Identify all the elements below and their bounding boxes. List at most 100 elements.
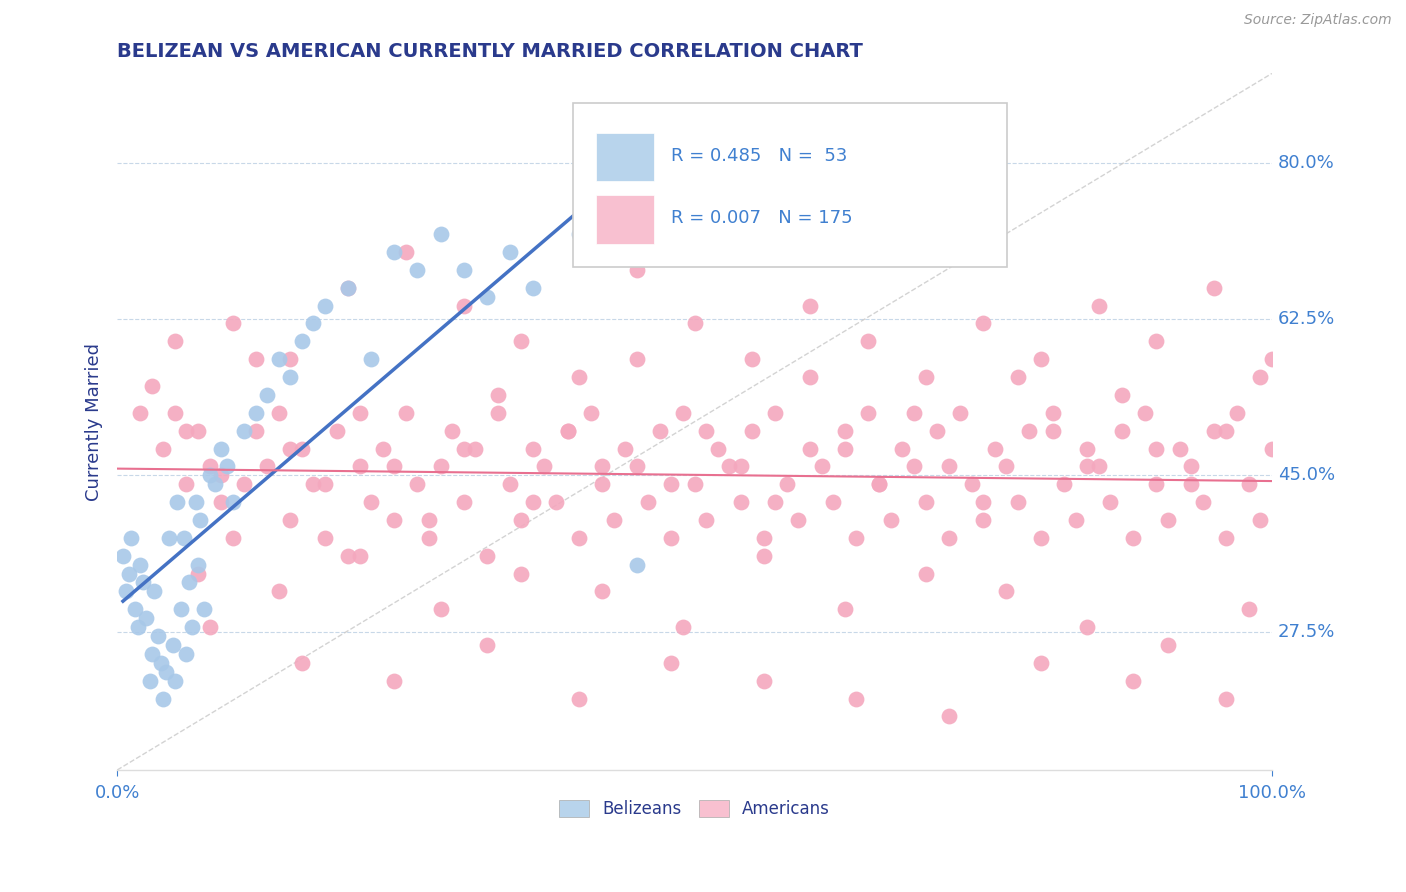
Point [568,227,591,242]
Point [418,513,440,527]
Point [188,513,211,527]
FancyBboxPatch shape [596,195,654,244]
Point [1087,459,1109,474]
Point [1204,424,1226,438]
FancyBboxPatch shape [596,133,654,181]
Point [475,638,498,652]
Point [752,531,775,545]
Point [938,459,960,474]
Point [1249,513,1271,527]
Point [349,459,371,474]
Point [111,549,134,563]
Point [441,424,464,438]
Point [499,245,522,260]
Point [1237,602,1260,616]
Text: 80.0%: 80.0% [1278,153,1334,172]
Point [1261,442,1284,456]
Point [1157,638,1180,652]
Point [150,656,173,670]
Point [138,673,160,688]
Text: 27.5%: 27.5% [1278,623,1336,640]
Point [834,442,856,456]
Point [162,638,184,652]
Point [695,513,717,527]
Point [579,406,602,420]
Point [143,584,166,599]
Point [166,495,188,509]
Point [648,424,671,438]
Point [475,549,498,563]
FancyBboxPatch shape [574,103,1008,267]
Point [706,442,728,456]
Point [1029,656,1052,670]
Point [1111,388,1133,402]
Point [120,531,142,545]
Point [155,665,177,679]
Point [557,424,579,438]
Point [995,459,1018,474]
Text: Source: ZipAtlas.com: Source: ZipAtlas.com [1244,13,1392,28]
Point [382,459,405,474]
Point [533,459,555,474]
Point [141,647,163,661]
Point [626,352,648,367]
Point [568,691,591,706]
Point [522,281,544,295]
Text: R = 0.485   N =  53: R = 0.485 N = 53 [672,146,848,165]
Point [198,620,221,634]
Point [163,334,186,349]
Point [453,263,475,277]
Point [233,477,256,491]
Y-axis label: Currently Married: Currently Married [86,343,103,500]
Point [1191,495,1213,509]
Point [1029,531,1052,545]
Point [799,299,821,313]
Point [856,406,879,420]
Point [1122,673,1144,688]
Point [429,459,451,474]
Point [177,575,200,590]
Point [371,442,394,456]
Point [1180,477,1202,491]
Point [823,495,845,509]
Point [256,388,278,402]
Point [1168,442,1191,456]
Point [163,406,186,420]
Point [291,442,314,456]
Point [695,424,717,438]
Point [245,352,267,367]
Point [129,558,152,572]
Point [360,495,382,509]
Point [1157,513,1180,527]
Point [984,442,1007,456]
Point [176,424,198,438]
Point [215,459,238,474]
Point [834,602,856,616]
Point [787,513,810,527]
Point [591,477,613,491]
Point [661,477,683,491]
Point [683,477,706,491]
Point [810,459,832,474]
Point [135,611,157,625]
Point [314,477,336,491]
Point [1261,352,1284,367]
Point [626,263,648,277]
Point [360,352,382,367]
Point [1111,424,1133,438]
Point [221,531,243,545]
Point [1007,495,1029,509]
Point [1042,424,1064,438]
Point [614,442,637,456]
Point [475,290,498,304]
Point [522,442,544,456]
Point [198,468,221,483]
Point [741,424,763,438]
Point [418,531,440,545]
Point [499,477,522,491]
Point [291,656,314,670]
Point [129,406,152,420]
Point [221,495,243,509]
Point [510,513,533,527]
Point [1215,424,1237,438]
